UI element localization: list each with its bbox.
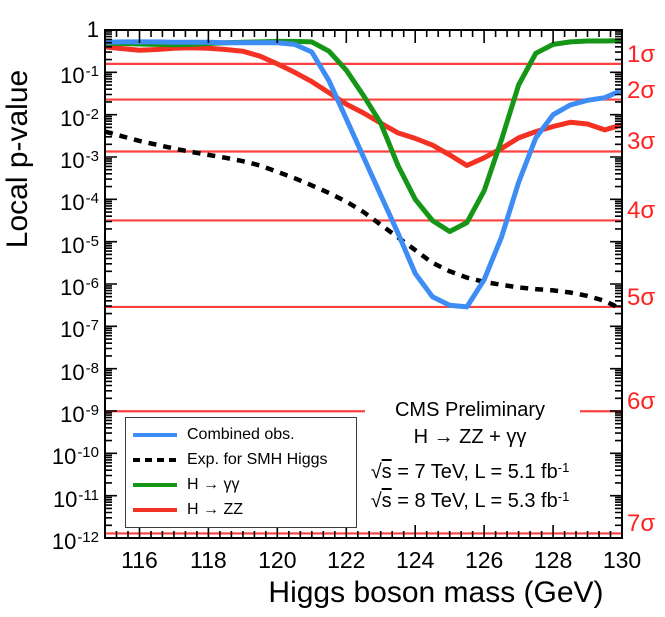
sigma-label-3: 3σ xyxy=(627,128,656,156)
sqrt-s-symbol: s xyxy=(381,490,392,512)
legend-label: Combined obs. xyxy=(187,425,295,443)
legend-item-expected-smh: Exp. for SMH Higgs xyxy=(126,451,356,469)
y-tick-label: 10-9 xyxy=(60,402,99,427)
sigma-label-1: 1σ xyxy=(627,40,656,68)
annotation-line-3: √s = 7 TeV, L = 5.1 fb-1 xyxy=(370,460,570,483)
x-tick-label: 120 xyxy=(258,547,297,573)
curve-combined-obs xyxy=(104,39,624,310)
annotation-line-1: CMS Preliminary xyxy=(394,399,546,421)
y-tick-label: 10-11 xyxy=(52,486,99,512)
x-tick-label: 128 xyxy=(533,547,573,573)
y-tick-label: 10-12 xyxy=(51,529,99,554)
sigma-label-5: 5σ xyxy=(627,283,656,311)
legend-item-h-zz: H → ZZ xyxy=(126,501,356,519)
legend: Combined obs. Exp. for SMH Higgs H → γγ H →… xyxy=(125,417,357,528)
axis-ticks xyxy=(105,29,623,539)
y-tick-label: 10-6 xyxy=(60,275,99,300)
legend-label: H → ZZ xyxy=(187,501,243,519)
y-tick-label: 10-2 xyxy=(60,105,99,131)
x-tick-label: 124 xyxy=(396,547,435,573)
x-tick-label: 122 xyxy=(327,547,366,573)
annotation-line-4: √s = 8 TeV, L = 5.3 fb-1 xyxy=(370,489,570,512)
legend-item-combined-obs: Combined obs. xyxy=(126,426,356,444)
sigma-label-6: 6σ xyxy=(627,388,656,416)
y-tick-label: 10-4 xyxy=(60,190,99,216)
curve-h-zz xyxy=(104,44,623,168)
legend-line-sample-expected-smh xyxy=(133,457,177,462)
sigma-label-7: 7σ xyxy=(627,510,656,538)
x-tick-label: 118 xyxy=(190,547,227,573)
y-tick-label: 10-10 xyxy=(51,444,99,470)
y-tick-label: 1 xyxy=(86,17,99,42)
legend-label: Exp. for SMH Higgs xyxy=(187,450,328,468)
y-tick-label: 10-7 xyxy=(60,317,99,343)
legend-item-h-gamma-gamma: H → γγ xyxy=(126,476,356,494)
x-tick-label: 126 xyxy=(464,547,504,573)
legend-line-sample-h-zz xyxy=(133,508,177,513)
x-tick-label: 130 xyxy=(602,547,642,573)
y-tick-label: 10-8 xyxy=(60,359,99,385)
y-tick-label: 10-3 xyxy=(60,148,99,173)
legend-line-sample-combined-obs xyxy=(133,432,177,437)
x-axis-title: Higgs boson mass (GeV) xyxy=(268,576,604,609)
legend-label: H → γγ xyxy=(187,476,240,494)
y-tick-label: 10-1 xyxy=(60,63,99,89)
sigma-label-4: 4σ xyxy=(627,197,656,225)
curve-expected-smh xyxy=(104,129,623,312)
x-tick-label: 116 xyxy=(121,547,158,573)
legend-line-sample-h-gamma-gamma xyxy=(133,483,177,488)
sqrt-s-symbol: s xyxy=(381,461,392,483)
annotation-line-2: H → ZZ + γγ xyxy=(413,426,527,448)
curve-h-gamma-gamma xyxy=(104,38,623,234)
sigma-label-2: 2σ xyxy=(627,76,656,104)
y-tick-label: 10-5 xyxy=(60,232,99,258)
